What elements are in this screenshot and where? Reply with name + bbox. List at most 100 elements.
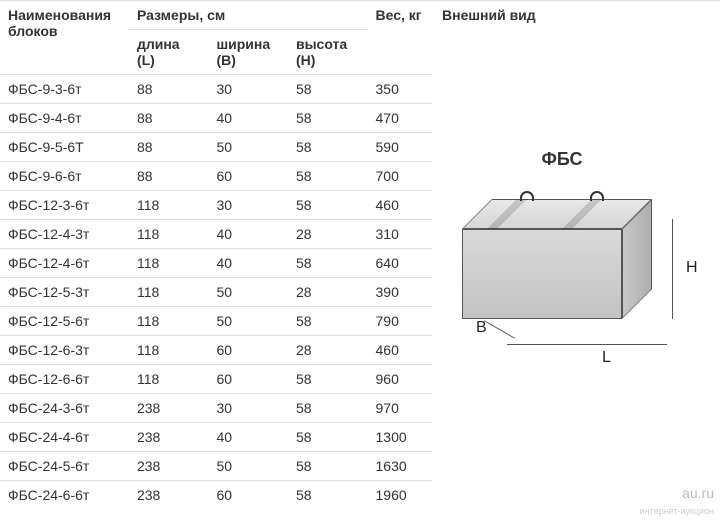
cell-h: 28 [288, 278, 368, 307]
table-row: ФБС-12-5-3т1185028390 [0, 278, 432, 307]
table-row: ФБС-24-6-6т23860581960 [0, 481, 432, 510]
cell-name: ФБС-24-5-6т [0, 452, 129, 481]
cell-name: ФБС-12-4-6т [0, 249, 129, 278]
watermark: au.ru интернет-аукцион [640, 486, 714, 517]
block-face-front [462, 229, 622, 319]
dim-label-h: H [686, 259, 698, 277]
cell-w: 350 [368, 75, 433, 104]
table-row: ФБС-12-6-3т1186028460 [0, 336, 432, 365]
table-row: ФБС-24-5-6т23850581630 [0, 452, 432, 481]
th-length: длина (L) [129, 30, 209, 75]
cell-b: 50 [208, 307, 288, 336]
table-row: ФБС-12-4-3т1184028310 [0, 220, 432, 249]
cell-b: 30 [208, 191, 288, 220]
cell-w: 1300 [368, 423, 433, 452]
cell-l: 118 [129, 220, 209, 249]
cell-l: 88 [129, 75, 209, 104]
cell-w: 390 [368, 278, 433, 307]
cell-name: ФБС-24-6-6т [0, 481, 129, 510]
cell-name: ФБС-12-5-6т [0, 307, 129, 336]
cell-w: 970 [368, 394, 433, 423]
cell-b: 50 [208, 452, 288, 481]
cell-b: 30 [208, 394, 288, 423]
cell-w: 790 [368, 307, 433, 336]
cell-name: ФБС-9-3-6т [0, 75, 129, 104]
cell-l: 88 [129, 162, 209, 191]
cell-h: 58 [288, 452, 368, 481]
cell-b: 50 [208, 133, 288, 162]
cell-b: 40 [208, 423, 288, 452]
cell-l: 118 [129, 249, 209, 278]
cell-h: 58 [288, 191, 368, 220]
cell-b: 40 [208, 220, 288, 249]
cell-name: ФБС-12-3-6т [0, 191, 129, 220]
cell-name: ФБС-12-5-3т [0, 278, 129, 307]
table-row: ФБС-12-5-6т1185058790 [0, 307, 432, 336]
cell-w: 460 [368, 336, 433, 365]
cell-b: 60 [208, 481, 288, 510]
table-row: ФБС-24-4-6т23840581300 [0, 423, 432, 452]
cell-h: 58 [288, 423, 368, 452]
cell-h: 28 [288, 220, 368, 249]
cell-l: 88 [129, 104, 209, 133]
cell-h: 58 [288, 394, 368, 423]
cell-b: 50 [208, 278, 288, 307]
cell-b: 60 [208, 162, 288, 191]
th-width: ширина (B) [208, 30, 288, 75]
cell-h: 28 [288, 336, 368, 365]
cell-h: 58 [288, 249, 368, 278]
block-diagram: H L B ФБС [432, 149, 692, 409]
cell-w: 700 [368, 162, 433, 191]
cell-w: 1960 [368, 481, 433, 510]
table-row: ФБС-12-4-6т1184058640 [0, 249, 432, 278]
cell-w: 460 [368, 191, 433, 220]
cell-l: 238 [129, 423, 209, 452]
cell-name: ФБС-12-6-3т [0, 336, 129, 365]
cell-l: 118 [129, 191, 209, 220]
cell-w: 640 [368, 249, 433, 278]
th-weight: Вес, кг [368, 1, 433, 75]
diagram-title: Внешний вид [432, 1, 720, 29]
cell-name: ФБС-9-6-6т [0, 162, 129, 191]
cell-b: 60 [208, 365, 288, 394]
cell-b: 40 [208, 104, 288, 133]
cell-name: ФБС-12-6-6т [0, 365, 129, 394]
dim-line-l [507, 344, 667, 345]
dim-line-h [672, 219, 673, 319]
spec-table: Наименования блоков Размеры, см Вес, кг … [0, 0, 432, 509]
cell-h: 58 [288, 307, 368, 336]
table-row: ФБС-9-3-6т883058350 [0, 75, 432, 104]
cell-name: ФБС-9-4-6т [0, 104, 129, 133]
cell-b: 60 [208, 336, 288, 365]
table-row: ФБС-9-6-6т886058700 [0, 162, 432, 191]
cell-h: 58 [288, 133, 368, 162]
cell-l: 118 [129, 365, 209, 394]
th-name: Наименования блоков [0, 1, 129, 75]
cell-h: 58 [288, 75, 368, 104]
cell-h: 58 [288, 481, 368, 510]
cell-l: 238 [129, 452, 209, 481]
cell-w: 960 [368, 365, 433, 394]
dim-line-b [484, 320, 515, 338]
block-lifting-loop [520, 191, 534, 201]
cell-l: 118 [129, 278, 209, 307]
th-height: высота (H) [288, 30, 368, 75]
block-lifting-loop [590, 191, 604, 201]
cell-w: 470 [368, 104, 433, 133]
dim-label-b: B [476, 319, 487, 337]
cell-l: 238 [129, 394, 209, 423]
cell-name: ФБС-12-4-3т [0, 220, 129, 249]
cell-l: 118 [129, 307, 209, 336]
table-row: ФБС-9-5-6Т885058590 [0, 133, 432, 162]
cell-w: 310 [368, 220, 433, 249]
cell-h: 58 [288, 162, 368, 191]
dim-label-l: L [602, 349, 611, 367]
table-row: ФБС-9-4-6т884058470 [0, 104, 432, 133]
watermark-sub: интернет-аукцион [640, 506, 714, 516]
cell-l: 88 [129, 133, 209, 162]
cell-w: 590 [368, 133, 433, 162]
watermark-main: au.ru [682, 485, 714, 501]
table-row: ФБС-12-6-6т1186058960 [0, 365, 432, 394]
table-row: ФБС-24-3-6т2383058970 [0, 394, 432, 423]
cell-b: 30 [208, 75, 288, 104]
